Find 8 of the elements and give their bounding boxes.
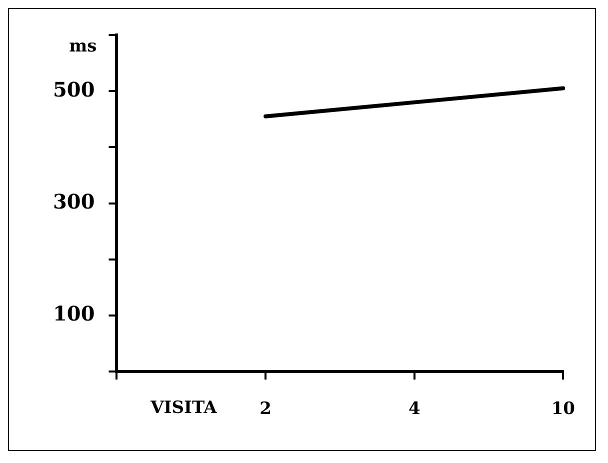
y-tick-label: 500 xyxy=(53,77,95,102)
y-tick-label: 300 xyxy=(53,190,95,214)
x-tick-label: 4 xyxy=(408,399,420,420)
x-tick-label: 2 xyxy=(260,399,272,420)
x-tick-label: 10 xyxy=(551,399,576,420)
y-axis-title: ms xyxy=(69,36,97,56)
x-axis-title: VISITA xyxy=(150,398,218,418)
y-tick-label: 100 xyxy=(53,302,95,326)
